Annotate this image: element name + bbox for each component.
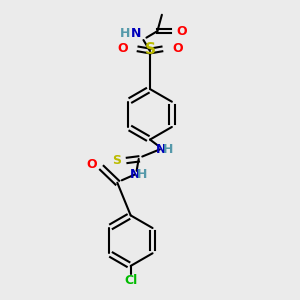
- Text: O: O: [87, 158, 98, 171]
- Text: O: O: [172, 42, 183, 56]
- Text: S: S: [145, 42, 155, 57]
- Text: H: H: [163, 143, 173, 156]
- Text: O: O: [117, 42, 128, 56]
- Text: N: N: [130, 27, 141, 40]
- Text: O: O: [176, 25, 187, 38]
- Text: N: N: [155, 143, 166, 156]
- Text: Cl: Cl: [124, 274, 137, 287]
- Text: S: S: [112, 154, 121, 167]
- Text: H: H: [119, 27, 130, 40]
- Text: H: H: [137, 168, 148, 181]
- Text: N: N: [130, 168, 140, 181]
